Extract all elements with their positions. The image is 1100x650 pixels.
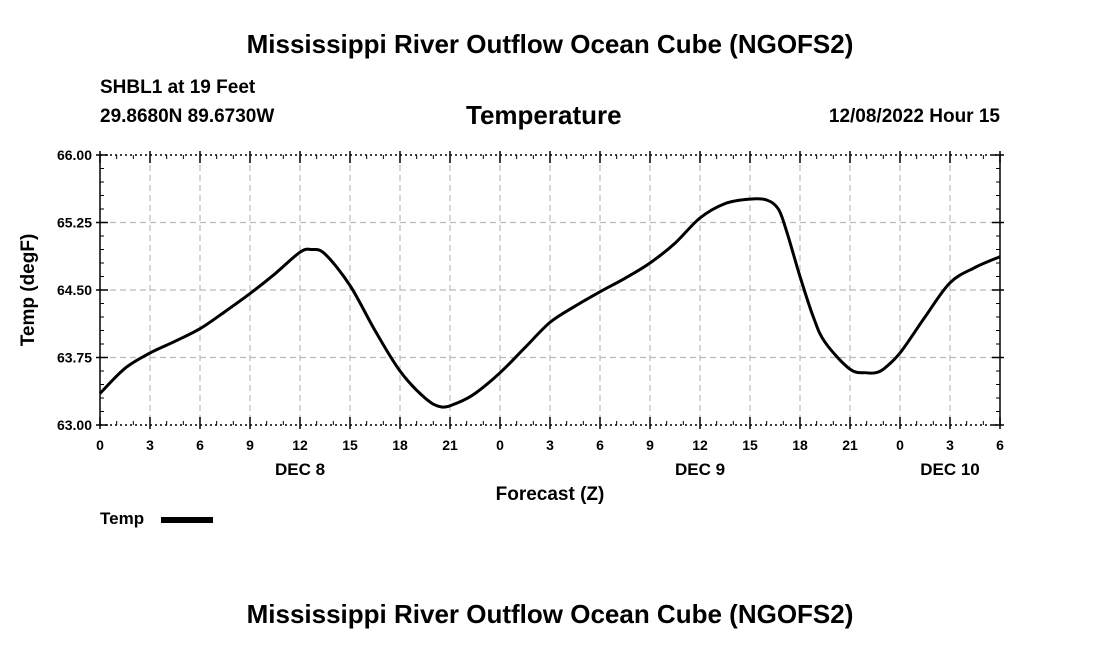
coordinates-label: 29.8680N 89.6730W — [100, 106, 275, 127]
date-label: DEC 8 — [275, 460, 325, 479]
y-tick-label: 65.25 — [57, 215, 92, 231]
chart-title: Temperature — [466, 100, 622, 130]
x-tick-label: 0 — [96, 437, 104, 453]
x-tick-label: 6 — [196, 437, 204, 453]
x-tick-label: 12 — [692, 437, 708, 453]
x-tick-label: 15 — [342, 437, 358, 453]
y-tick-label: 63.75 — [57, 350, 92, 366]
legend-label: Temp — [100, 509, 145, 528]
footer-title: Mississippi River Outflow Ocean Cube (NG… — [246, 599, 854, 629]
station-label: SHBL1 at 19 Feet — [100, 77, 256, 98]
y-axis-label: Temp (degF) — [18, 234, 39, 347]
x-tick-label: 6 — [596, 437, 604, 453]
y-tick-label: 66.00 — [57, 147, 92, 163]
x-tick-label: 21 — [442, 437, 458, 453]
forecast-time-label: 12/08/2022 Hour 15 — [828, 106, 1000, 127]
y-tick-label: 64.50 — [57, 282, 92, 298]
x-tick-label: 9 — [646, 437, 654, 453]
x-tick-label: 21 — [842, 437, 858, 453]
page-title: Mississippi River Outflow Ocean Cube (NG… — [246, 29, 854, 59]
x-tick-label: 0 — [496, 437, 504, 453]
x-tick-label: 3 — [946, 437, 954, 453]
legend-swatch — [161, 517, 213, 523]
x-tick-label: 15 — [742, 437, 758, 453]
x-tick-label: 6 — [996, 437, 1004, 453]
x-tick-label: 0 — [896, 437, 904, 453]
x-tick-label: 12 — [292, 437, 308, 453]
x-tick-label: 9 — [246, 437, 254, 453]
y-tick-label: 63.00 — [57, 417, 92, 433]
series-line-temp — [98, 197, 1001, 409]
date-label: DEC 9 — [675, 460, 725, 479]
x-tick-label: 3 — [146, 437, 154, 453]
date-label: DEC 10 — [920, 460, 980, 479]
x-axis-label: Forecast (Z) — [496, 484, 605, 505]
x-tick-label: 3 — [546, 437, 554, 453]
x-tick-label: 18 — [792, 437, 808, 453]
x-tick-label: 18 — [392, 437, 408, 453]
